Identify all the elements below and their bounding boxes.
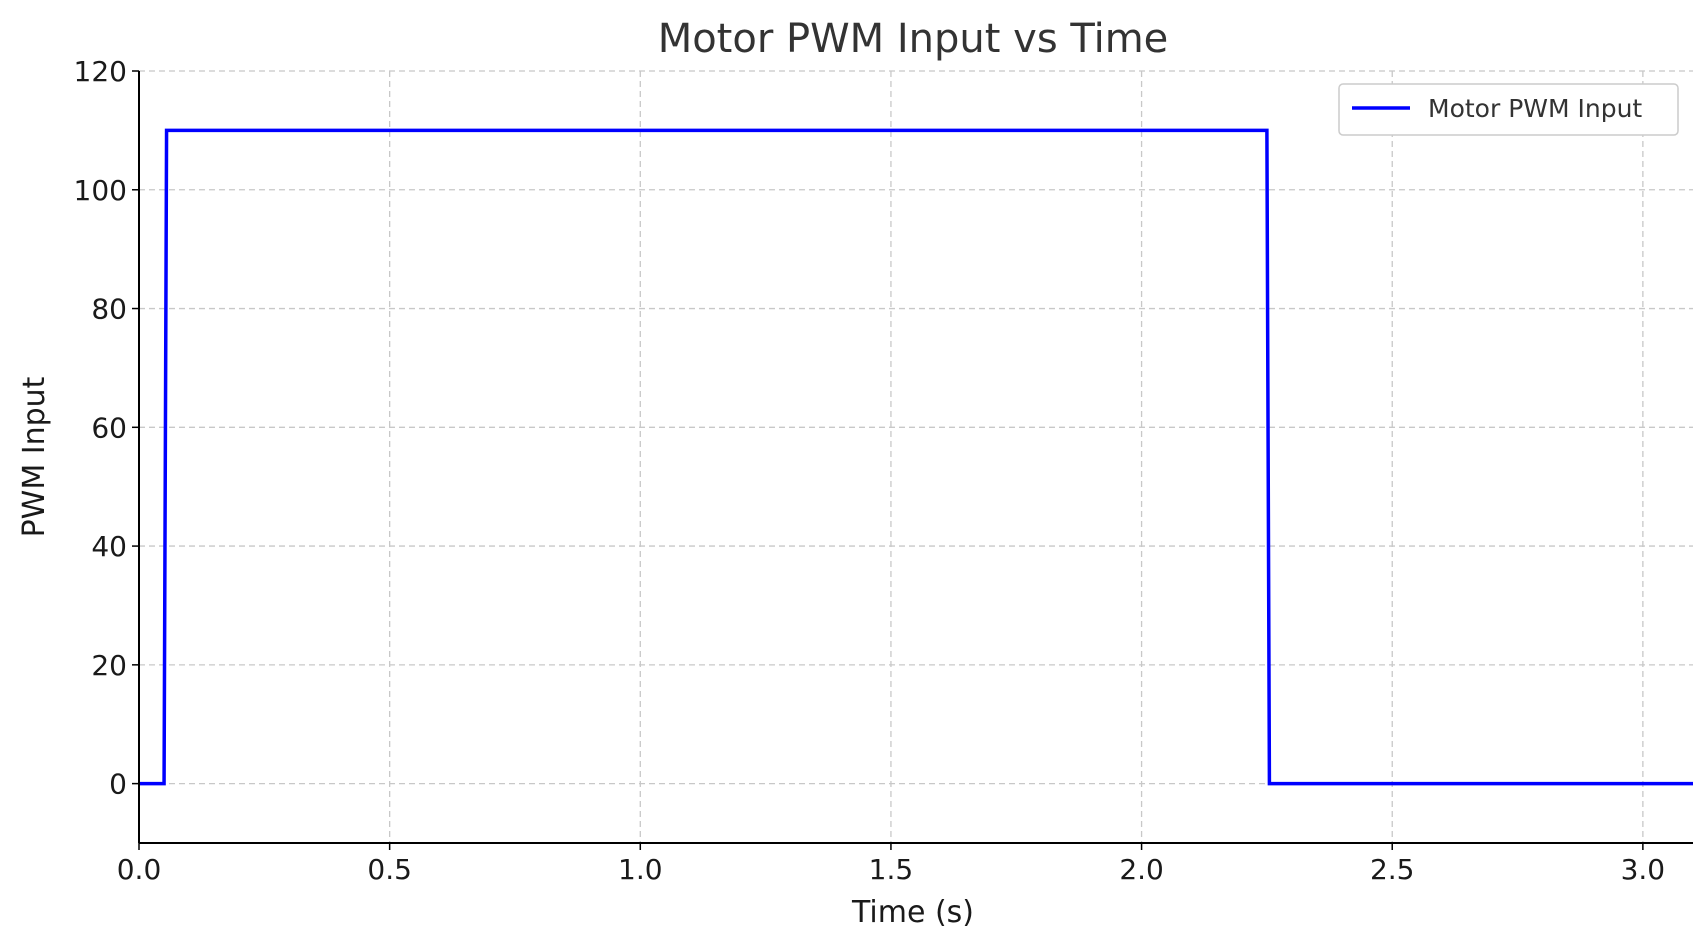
x-tick-label: 1.0 bbox=[618, 853, 663, 886]
series-line bbox=[139, 128, 1693, 786]
y-tick-label: 60 bbox=[91, 411, 127, 444]
legend-box bbox=[1338, 83, 1679, 136]
ticks: 0.0 0.5 1.0 1.5 2.0 2.5 3.0 0 20 40 60 80 100 120 bbox=[74, 55, 1666, 886]
x-tick-label: 1.5 bbox=[869, 853, 914, 886]
y-tick-label: 120 bbox=[74, 55, 127, 88]
y-tick-label: 80 bbox=[91, 293, 127, 326]
legend: Motor PWM Input bbox=[1338, 83, 1679, 136]
y-tick-label: 40 bbox=[91, 530, 127, 563]
series-layer bbox=[139, 128, 1693, 786]
x-tick-label: 2.5 bbox=[1370, 853, 1415, 886]
chart-title: Motor PWM Input vs Time bbox=[658, 16, 1169, 62]
y-tick-label: 100 bbox=[74, 174, 127, 207]
y-tick-label: 20 bbox=[91, 649, 127, 682]
y-tick-label: 0 bbox=[109, 768, 127, 801]
x-tick-label: 0.0 bbox=[117, 853, 162, 886]
x-axis-label: Time (s) bbox=[851, 895, 974, 930]
x-tick-label: 0.5 bbox=[367, 853, 412, 886]
axes bbox=[138, 71, 1693, 844]
y-axis-label: PWM Input bbox=[17, 376, 52, 537]
legend-label: Motor PWM Input bbox=[1428, 94, 1642, 123]
x-tick-label: 2.0 bbox=[1119, 853, 1164, 886]
x-tick-label: 3.0 bbox=[1621, 853, 1666, 886]
